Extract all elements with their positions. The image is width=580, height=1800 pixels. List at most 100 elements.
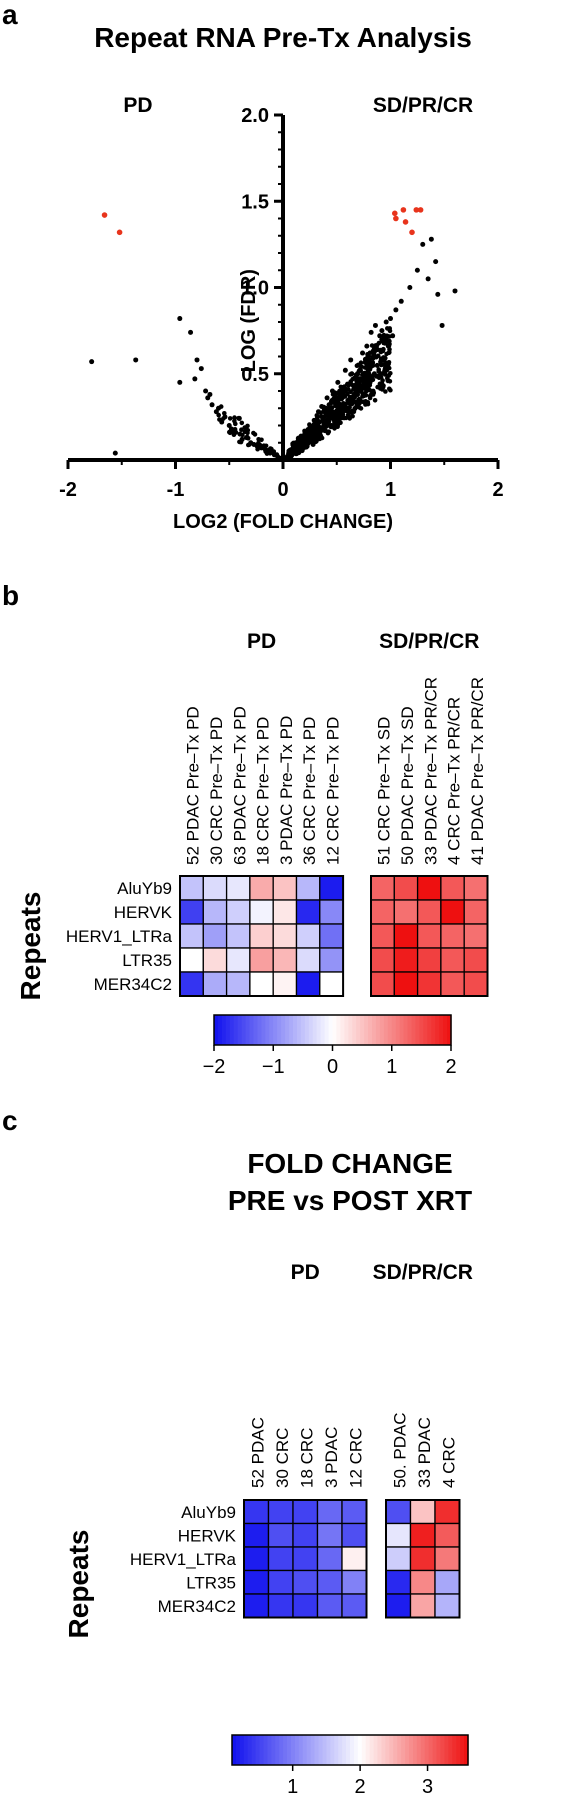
heatmap-c-cell bbox=[243, 1546, 270, 1572]
data-point bbox=[314, 432, 320, 438]
heatmap-b-cell bbox=[370, 875, 395, 901]
heatmap-b-cell bbox=[416, 875, 442, 901]
data-point bbox=[328, 423, 334, 428]
heatmap-c-colorbar-step bbox=[235, 1735, 241, 1765]
data-point bbox=[386, 361, 391, 367]
heatmap-b-cell bbox=[225, 899, 251, 925]
heatmap-b-colorbar-step bbox=[285, 1015, 290, 1045]
heatmap-c-colorbar-step bbox=[377, 1735, 383, 1765]
heatmap-c-colorbar-step bbox=[314, 1735, 320, 1765]
heatmap-b-cell bbox=[463, 947, 489, 973]
data-point bbox=[347, 416, 353, 421]
data-point bbox=[360, 350, 366, 356]
data-point bbox=[309, 437, 314, 442]
heatmap-b-colorbar-step bbox=[360, 1015, 365, 1045]
heatmap-b-cell bbox=[440, 875, 465, 901]
data-point bbox=[384, 333, 389, 339]
heatmap-b-cell bbox=[202, 923, 228, 949]
data-point bbox=[307, 423, 313, 428]
data-point bbox=[369, 343, 375, 348]
heatmap-b-colorbar-tick-label: 1 bbox=[386, 1056, 397, 1078]
heatmap-b-colorbar-step bbox=[273, 1015, 278, 1045]
data-point bbox=[378, 371, 384, 376]
data-point bbox=[243, 435, 249, 441]
data-point bbox=[364, 388, 369, 394]
heatmap-c-colorbar-step bbox=[350, 1735, 355, 1765]
heatmap-c-colorbar-step bbox=[436, 1735, 442, 1765]
data-point bbox=[194, 357, 200, 363]
heatmap-b-cell bbox=[202, 875, 228, 901]
data-point bbox=[351, 391, 357, 397]
heatmap-b-column-label: 18 CRC Pre–Tx PD bbox=[254, 717, 273, 865]
data-point bbox=[315, 409, 321, 415]
heatmap-b-ylabel: Repeats bbox=[15, 892, 46, 1001]
significant-point bbox=[400, 207, 407, 213]
heatmap-c-colorbar-step bbox=[326, 1735, 331, 1765]
heatmap-b-cell bbox=[463, 875, 489, 901]
heatmap-c-cell bbox=[292, 1569, 319, 1595]
data-point bbox=[311, 417, 317, 423]
heatmap-b-colorbar-step bbox=[407, 1015, 413, 1045]
data-point bbox=[207, 391, 213, 397]
heatmap-b-cell bbox=[370, 899, 395, 925]
heatmap-b-cell bbox=[440, 899, 465, 925]
heatmap-c-colorbar-step bbox=[255, 1735, 261, 1765]
data-point bbox=[386, 350, 392, 356]
heatmap-b-colorbar-step bbox=[379, 1015, 385, 1045]
heatmap-c-colorbar-step bbox=[456, 1735, 461, 1765]
heatmap-b-cell bbox=[370, 947, 395, 973]
heatmap-c-group-label: PD bbox=[291, 1261, 320, 1284]
heatmap-b-cell bbox=[179, 899, 204, 925]
heatmap-c-cell bbox=[409, 1546, 436, 1572]
heatmap-b-cell bbox=[272, 947, 298, 973]
heatmap-c-cell bbox=[341, 1499, 368, 1525]
data-point bbox=[368, 329, 374, 335]
data-point bbox=[362, 378, 368, 384]
data-point bbox=[325, 410, 331, 416]
heatmap-c-cell bbox=[409, 1593, 436, 1619]
heatmap-b-column-label: 63 PDAC Pre–Tx PD bbox=[230, 706, 249, 865]
data-point bbox=[233, 429, 239, 435]
heatmap-b-colorbar-tick-label: 2 bbox=[445, 1056, 456, 1078]
heatmap-c-column-label: 50. PDAC bbox=[390, 1412, 409, 1488]
heatmap-b-cell bbox=[202, 899, 228, 925]
heatmap-b-cell bbox=[225, 875, 251, 901]
heatmap-c-cell bbox=[341, 1546, 368, 1572]
data-point bbox=[188, 329, 194, 335]
heatmap-b-colorbar-step bbox=[281, 1015, 286, 1045]
heatmap-c-cell bbox=[341, 1593, 368, 1619]
heatmap-b-cell bbox=[319, 899, 344, 925]
data-point bbox=[428, 236, 434, 242]
heatmap-b-cell bbox=[319, 875, 344, 901]
heatmap-b-colorbar-step bbox=[324, 1015, 330, 1045]
data-point bbox=[371, 390, 377, 396]
panel-a-letter: a bbox=[2, 0, 18, 30]
panel-c-letter: c bbox=[2, 1105, 18, 1136]
y-tick-label: 0.5 bbox=[241, 364, 269, 386]
heatmap-c-row-label: LTR35 bbox=[186, 1573, 236, 1592]
heatmap-c-colorbar-step bbox=[318, 1735, 324, 1765]
data-point bbox=[237, 415, 242, 421]
data-point bbox=[367, 379, 373, 385]
heatmap-c-column-label: 18 CRC bbox=[297, 1428, 316, 1488]
heatmap-c-colorbar-step bbox=[287, 1735, 292, 1765]
heatmap-b: PD 52 PDAC Pre–Tx PD 30 CRC Pre–Tx PD 63 PD… bbox=[66, 630, 489, 997]
x-tick-label: 1 bbox=[385, 479, 396, 501]
heatmap-b-cell bbox=[370, 923, 395, 949]
heatmap-b-colorbar-step bbox=[348, 1015, 353, 1045]
data-point bbox=[367, 357, 373, 363]
heatmap-c-colorbar-step bbox=[420, 1735, 426, 1765]
data-point bbox=[379, 337, 384, 342]
heatmap-b-cell bbox=[295, 947, 321, 973]
heatmap-b-cell bbox=[225, 923, 251, 949]
heatmap-b-cell bbox=[179, 923, 204, 949]
heatmap-b-column-label: 41 PDAC Pre–Tx PR/CR bbox=[468, 677, 487, 865]
heatmap-b-colorbar-step bbox=[411, 1015, 417, 1045]
data-point bbox=[309, 428, 315, 434]
data-point bbox=[133, 357, 139, 363]
heatmap-b-row-label: MER34C2 bbox=[94, 975, 172, 994]
heatmap-b-colorbar-step bbox=[277, 1015, 282, 1045]
heatmap-c-colorbar-step bbox=[346, 1735, 351, 1765]
data-point bbox=[398, 298, 404, 304]
heatmap-c-colorbar-step bbox=[247, 1735, 253, 1765]
